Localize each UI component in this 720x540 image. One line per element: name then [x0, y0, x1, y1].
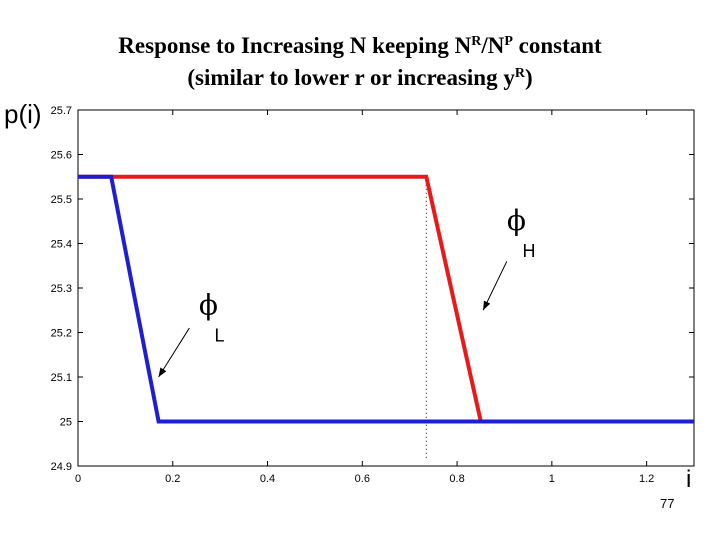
annotation-phi-h-label: ϕ — [507, 204, 526, 237]
y-tick-label: 24.9 — [51, 461, 72, 473]
chart-title-line-1: Response to Increasing N keeping NR/NP c… — [118, 33, 602, 58]
y-tick-label: 25 — [60, 417, 72, 429]
chart-title: Response to Increasing N keeping NR/NP c… — [0, 30, 720, 94]
y-tick-label: 25.1 — [51, 372, 72, 384]
x-tick-label: 0 — [75, 473, 81, 485]
y-tick-label: 25.4 — [51, 239, 72, 251]
plot-frame — [77, 109, 695, 467]
y-tick-label: 25.7 — [51, 105, 72, 117]
x-tick-label: 0.8 — [449, 473, 464, 485]
x-tick-label: 0.4 — [260, 473, 275, 485]
x-tick-label: 1.2 — [639, 473, 654, 485]
annotation-phi-h-subscript: H — [522, 241, 535, 261]
x-axis-label: i — [686, 466, 692, 493]
series-line-phi-l — [78, 174, 694, 424]
x-tick-label: 0.2 — [165, 473, 180, 485]
annotation-phi-l-arrow — [158, 327, 190, 378]
annotation-phi-h-arrow-head — [483, 300, 491, 311]
x-tick-label: 1 — [549, 473, 555, 485]
x-tick-label: 0.6 — [355, 473, 370, 485]
annotation-phi-l-arrow-head — [158, 367, 167, 377]
y-tick-label: 25.3 — [51, 283, 72, 295]
page-number: 77 — [660, 496, 675, 511]
chart-title-line-2: (similar to lower r or increasing yR) — [187, 65, 533, 90]
series-line-phi-h — [78, 174, 694, 424]
annotation-phi-h-arrow — [482, 261, 508, 311]
annotation-phi-l-subscript: L — [214, 325, 224, 345]
y-tick-label: 25.6 — [51, 150, 72, 162]
annotation-phi-l-label: ϕ — [199, 289, 218, 322]
y-tick-label: 25.5 — [51, 194, 72, 206]
y-tick-label: 25.2 — [51, 328, 72, 340]
y-axis-label: p(i) — [4, 99, 42, 129]
